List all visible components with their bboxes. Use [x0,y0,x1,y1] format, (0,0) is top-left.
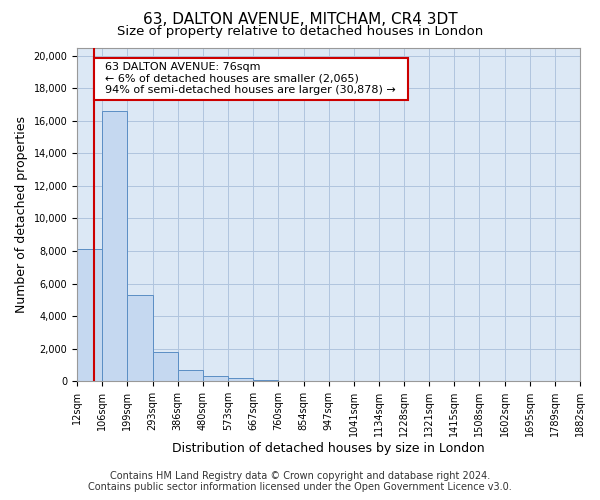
Text: 63, DALTON AVENUE, MITCHAM, CR4 3DT: 63, DALTON AVENUE, MITCHAM, CR4 3DT [143,12,457,28]
Text: Size of property relative to detached houses in London: Size of property relative to detached ho… [117,25,483,38]
Y-axis label: Number of detached properties: Number of detached properties [15,116,28,313]
Bar [178,370,203,381]
Bar [253,380,278,381]
Bar [228,378,253,381]
Bar [127,295,153,381]
Bar [103,111,127,381]
X-axis label: Distribution of detached houses by size in London: Distribution of detached houses by size … [172,442,485,455]
Bar [153,352,178,381]
Text: Contains HM Land Registry data © Crown copyright and database right 2024.
Contai: Contains HM Land Registry data © Crown c… [88,471,512,492]
Bar [203,376,228,381]
Bar [77,250,103,381]
Text: 63 DALTON AVENUE: 76sqm  
  ← 6% of detached houses are smaller (2,065)  
  94% : 63 DALTON AVENUE: 76sqm ← 6% of detached… [98,62,403,96]
